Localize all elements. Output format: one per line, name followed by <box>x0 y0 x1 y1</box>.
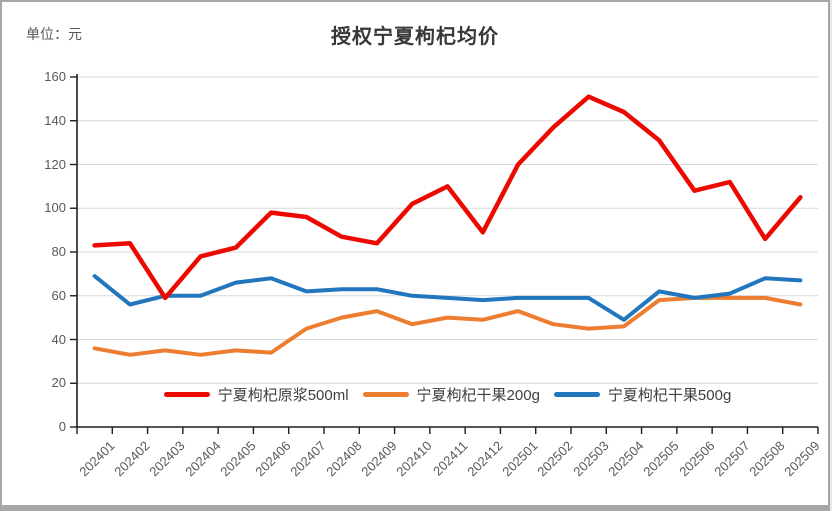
legend-label: 宁夏枸杞原浆500ml <box>217 386 349 404</box>
y-tick-label: 20 <box>51 375 66 391</box>
legend-label: 宁夏枸杞干果500g <box>607 386 732 404</box>
y-tick-label: 40 <box>51 331 66 347</box>
series-line-1 <box>92 295 803 357</box>
legend-item-2: 宁夏枸杞干果500g <box>553 384 732 405</box>
chart-title: 授权宁夏枸杞均价 <box>331 26 499 48</box>
y-tick-label: 140 <box>44 112 66 128</box>
legend-label: 宁夏枸杞干果200g <box>416 386 540 404</box>
legend-swatch-icon <box>362 391 409 397</box>
unit-label: 单位：元 <box>26 26 82 42</box>
series-line-2 <box>92 274 803 322</box>
y-tick-label: 80 <box>51 244 66 259</box>
y-tick-label: 60 <box>51 287 66 303</box>
chart-legend: 宁夏枸杞原浆500ml 宁夏枸杞干果200g 宁夏枸杞干果500g <box>77 381 818 407</box>
legend-swatch-icon <box>163 391 210 397</box>
y-tick-label: 120 <box>44 156 66 172</box>
y-tick-label: 100 <box>44 200 66 216</box>
y-tick-label: 0 <box>58 419 66 434</box>
legend-item-1: 宁夏枸杞干果200g <box>362 384 540 405</box>
legend-item-0: 宁夏枸杞原浆500ml <box>163 384 349 405</box>
y-tick-label: 160 <box>44 69 66 84</box>
legend-swatch-icon <box>553 391 600 397</box>
series-line-0 <box>92 94 803 301</box>
